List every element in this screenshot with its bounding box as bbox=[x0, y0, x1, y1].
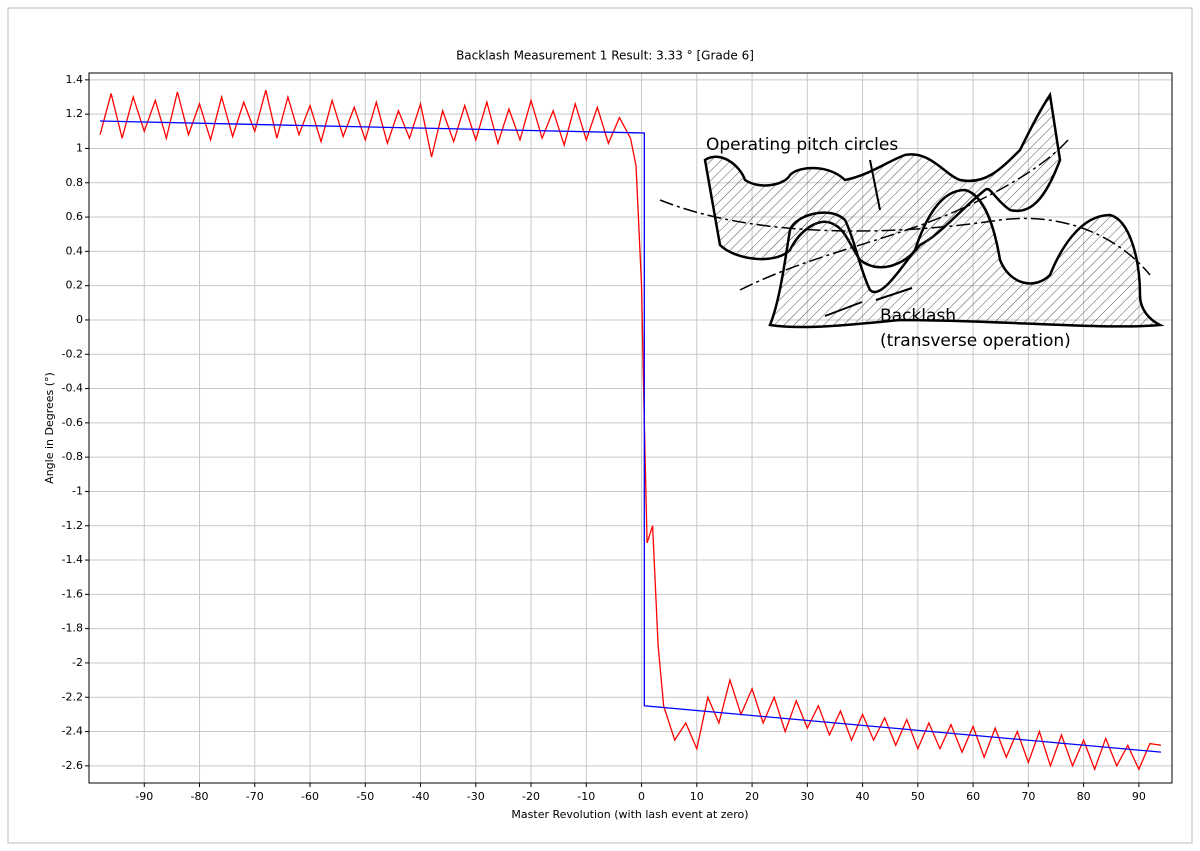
y-tick-label: -1.8 bbox=[62, 622, 83, 635]
y-tick-label: 0.8 bbox=[66, 176, 84, 189]
grid bbox=[89, 73, 1172, 783]
x-tick-label: -70 bbox=[246, 790, 264, 803]
x-tick-label: 60 bbox=[966, 790, 980, 803]
series-line bbox=[100, 120, 1162, 753]
x-tick-label: -40 bbox=[412, 790, 430, 803]
annotation: Backlash bbox=[880, 306, 956, 326]
y-tick-label: 0.4 bbox=[66, 244, 84, 257]
x-tick-label: 80 bbox=[1077, 790, 1091, 803]
x-tick-label: -90 bbox=[135, 790, 153, 803]
gear-lower bbox=[768, 188, 1165, 329]
y-tick-label: 1.4 bbox=[66, 73, 84, 86]
x-tick-label: -20 bbox=[522, 790, 540, 803]
x-tick-label: 40 bbox=[856, 790, 870, 803]
y-tick-label: 0.2 bbox=[66, 279, 84, 292]
arrow bbox=[824, 301, 863, 317]
y-tick-label: -2.6 bbox=[62, 759, 83, 772]
x-tick-label: -50 bbox=[356, 790, 374, 803]
x-tick-label: 50 bbox=[911, 790, 925, 803]
x-tick-label: -10 bbox=[577, 790, 595, 803]
y-tick-label: -0.2 bbox=[62, 347, 83, 360]
y-tick-label: -0.6 bbox=[62, 416, 83, 429]
pitch-circle bbox=[659, 199, 1151, 276]
series-line bbox=[99, 89, 1162, 772]
y-tick-label: 0.6 bbox=[66, 210, 84, 223]
arrow bbox=[875, 287, 913, 301]
y-tick-label: -1.2 bbox=[62, 519, 83, 532]
annotation: (transverse operation) bbox=[880, 331, 1071, 351]
x-tick-label: 30 bbox=[800, 790, 814, 803]
y-tick-label: 0 bbox=[76, 313, 83, 326]
y-tick-label: -2.2 bbox=[62, 690, 83, 703]
x-tick-label: -60 bbox=[301, 790, 319, 803]
y-tick-label: 1.2 bbox=[66, 107, 84, 120]
y-tick-label: -1 bbox=[72, 484, 83, 497]
plot-border bbox=[88, 72, 1173, 784]
x-tick-label: 10 bbox=[690, 790, 704, 803]
y-tick-label: -1.4 bbox=[62, 553, 83, 566]
frame bbox=[7, 7, 1193, 844]
pitch-circle bbox=[739, 139, 1069, 291]
x-tick-label: -30 bbox=[467, 790, 485, 803]
chart-title: Backlash Measurement 1 Result: 3.33 ° [G… bbox=[456, 49, 754, 63]
x-axis-label: Master Revolution (with lash event at ze… bbox=[511, 808, 748, 821]
x-tick-label: -80 bbox=[191, 790, 209, 803]
y-tick-label: -2.4 bbox=[62, 725, 83, 738]
x-tick-label: 70 bbox=[1021, 790, 1035, 803]
y-tick-label: 1 bbox=[76, 141, 83, 154]
x-tick-label: 0 bbox=[638, 790, 645, 803]
y-tick-label: -2 bbox=[72, 656, 83, 669]
y-tick-label: -1.6 bbox=[62, 587, 83, 600]
annotation: Operating pitch circles bbox=[706, 135, 898, 155]
y-axis-label: Angle in Degrees (°) bbox=[43, 372, 56, 484]
gear-illustration: Operating pitch circles Backlash (transv… bbox=[659, 91, 1165, 351]
x-tick-label: 20 bbox=[745, 790, 759, 803]
y-tick-label: -0.8 bbox=[62, 450, 83, 463]
arrow bbox=[869, 159, 881, 211]
x-tick-label: 90 bbox=[1132, 790, 1146, 803]
y-tick-label: -0.4 bbox=[62, 382, 83, 395]
